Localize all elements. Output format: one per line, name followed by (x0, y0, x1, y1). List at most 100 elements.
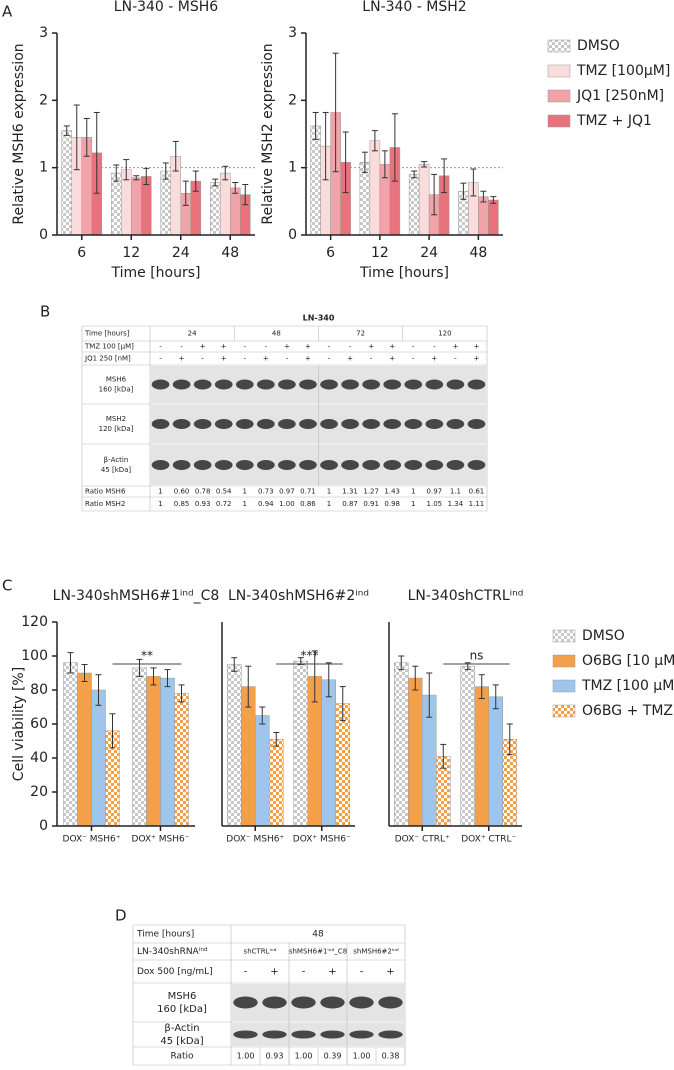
y-tick-label: 2 (39, 92, 48, 108)
table-text: + (474, 343, 480, 351)
error-bar (259, 706, 266, 725)
legend-label: DMSO (577, 38, 620, 54)
legend-swatch (552, 679, 576, 693)
blot-band (425, 419, 444, 429)
error-bar (381, 150, 388, 179)
blot-band (404, 419, 423, 429)
table-text: 45 [kDa] (160, 1036, 203, 1047)
x-tick-label: 48 (221, 245, 239, 261)
bar (394, 662, 409, 827)
legend-label: JQ1 [250nM] (576, 88, 664, 104)
significance-label: *** (301, 649, 319, 663)
blot-image (231, 1023, 405, 1046)
blot-band (262, 1030, 287, 1039)
table-text: Dox 500 [ng/mL] (137, 967, 213, 977)
blot-band (320, 996, 345, 1009)
table-text: - (180, 343, 183, 351)
chart-title: LN-340shMSH6#1ⁱⁿᵈ_C8 (53, 588, 220, 604)
legend-swatch (552, 629, 576, 643)
bar (227, 664, 242, 827)
y-tick-label: 120 (21, 614, 48, 630)
legend-swatch (547, 89, 571, 103)
table-text: - (244, 967, 248, 978)
table-text: Ratio (170, 1052, 194, 1062)
blot-band (172, 419, 191, 429)
table-text: 1.00 (237, 1052, 255, 1061)
blot-band (299, 379, 317, 390)
legend-swatch (547, 64, 571, 78)
table-text: 1 (411, 488, 415, 496)
table-text: + (305, 343, 311, 351)
table-text: 0.87 (342, 500, 358, 508)
error-bar (391, 113, 398, 182)
table-text: 160 [kDa] (157, 1004, 207, 1015)
blot-band (235, 379, 254, 390)
table-text: + (200, 343, 206, 351)
error-bar (81, 664, 88, 682)
error-bar (164, 669, 171, 688)
table-text: 48 (312, 930, 324, 940)
table-text: 1.11 (469, 500, 485, 508)
panel-label: D (115, 907, 127, 925)
blot-band (320, 419, 338, 429)
blot-band (341, 460, 359, 470)
error-bar (273, 732, 280, 747)
blot-band (233, 996, 258, 1009)
error-bar (312, 111, 319, 140)
table-text: 0.39 (324, 1052, 342, 1061)
blot-band (446, 419, 465, 429)
blot-band (349, 996, 374, 1009)
y-tick-label: 80 (30, 682, 48, 698)
error-bar (398, 655, 405, 671)
y-tick-label: 0 (39, 227, 48, 243)
y-tick-label: 60 (30, 716, 48, 732)
y-tick-label: 0 (288, 227, 297, 243)
x-tick-label: 24 (172, 245, 190, 261)
bar (293, 660, 308, 827)
error-bar (480, 190, 487, 203)
table-text: - (286, 355, 289, 363)
table-text: + (270, 967, 278, 978)
table-text: + (389, 355, 395, 363)
blot-band (291, 1030, 316, 1039)
x-tick-label: 6 (77, 245, 86, 261)
blot-band (378, 1030, 403, 1039)
table-text: + (347, 355, 353, 363)
error-bar (492, 684, 499, 710)
table-text: 0.71 (300, 488, 316, 496)
y-axis-title: Relative MSH2 expression (260, 43, 276, 224)
blot-image (231, 984, 405, 1021)
table-text: 0.97 (279, 488, 295, 496)
blot-band (256, 379, 275, 390)
error-bar (311, 650, 318, 703)
table-text: Time [hours] (136, 930, 194, 940)
chart-title: LN-340 - MSH6 (114, 0, 218, 15)
table-text: 1.00 (295, 1052, 313, 1061)
bar (111, 172, 122, 236)
x-tick-label: DOX⁺ MSH6⁻ (132, 835, 190, 845)
table-text: + (179, 355, 185, 363)
bar (418, 164, 430, 236)
x-axis-title: Time [hours] (111, 265, 201, 281)
table-text: + (474, 355, 480, 363)
panel-label: A (2, 3, 13, 21)
x-tick-label: DOX⁺ MSH6⁻ (293, 835, 351, 845)
bar (321, 679, 336, 827)
bar (174, 693, 189, 827)
bar (488, 199, 499, 236)
blot-band (193, 419, 212, 429)
bar (269, 739, 284, 827)
table-text: - (360, 967, 364, 978)
table-text: + (386, 967, 394, 978)
error-bar (322, 111, 329, 181)
blot-band (299, 460, 317, 470)
blot-band (172, 379, 191, 390)
table-text: 1 (243, 488, 247, 496)
error-bar (113, 164, 120, 182)
table-text: + (284, 343, 290, 351)
y-tick-label: 2 (288, 92, 297, 108)
y-tick-label: 1 (39, 160, 48, 176)
blot-band (151, 419, 170, 429)
error-bar (470, 168, 477, 197)
